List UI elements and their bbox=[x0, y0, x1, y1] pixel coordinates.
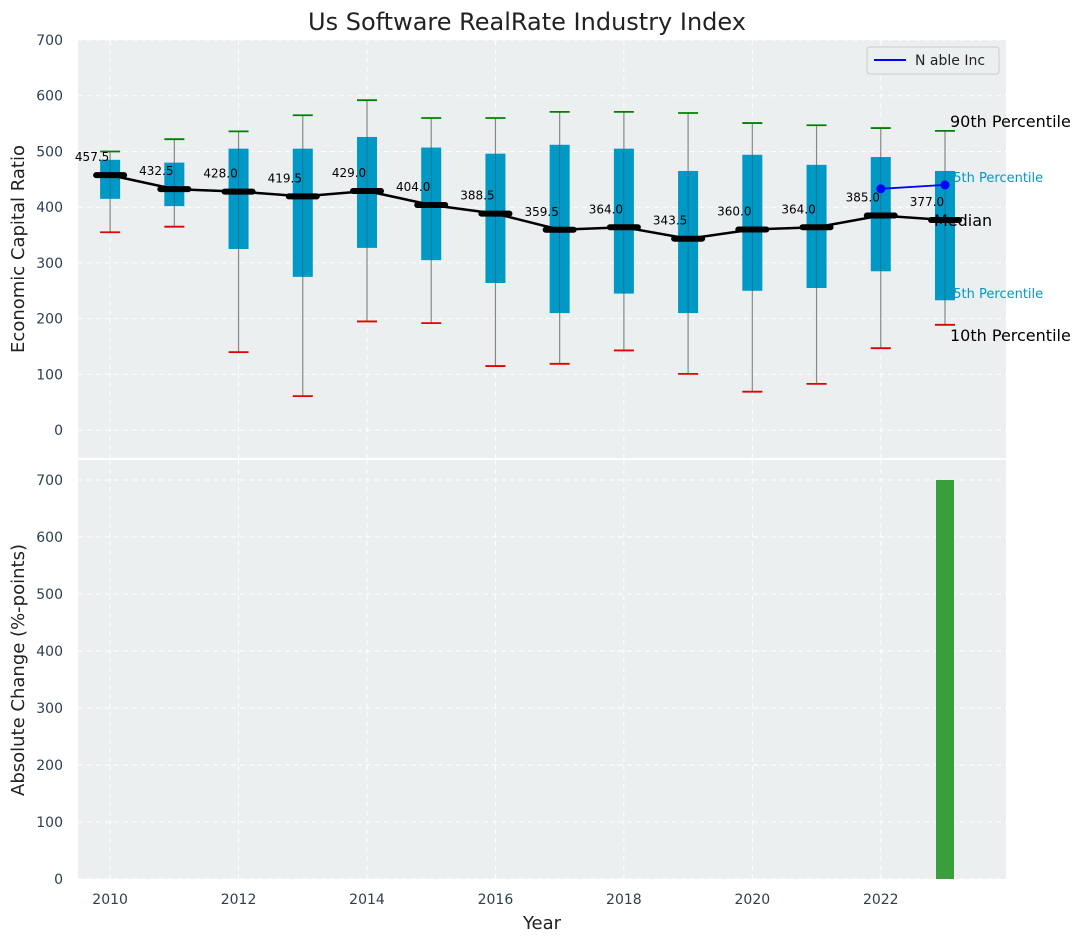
x-tick-label: 2014 bbox=[349, 892, 385, 908]
x-tick-label: 2016 bbox=[478, 892, 514, 908]
bottom-plot-area bbox=[78, 460, 1006, 879]
bottom-y-tick-label: 400 bbox=[36, 644, 63, 660]
median-line-group bbox=[93, 172, 962, 242]
bottom-y-tick-label: 300 bbox=[36, 701, 63, 717]
bottom-y-tick-label: 200 bbox=[36, 758, 63, 774]
bottom-y-ticks: 0 100 200 300 400 500 600 700 bbox=[36, 473, 63, 888]
legend-entry: N able Inc bbox=[915, 53, 985, 69]
x-tick-label: 2012 bbox=[221, 892, 257, 908]
p25-label: 25th Percentile bbox=[945, 287, 1043, 302]
bottom-y-tick-label: 100 bbox=[36, 815, 63, 831]
top-y-tick-label: 100 bbox=[36, 367, 63, 383]
legend: N able Inc bbox=[866, 46, 1000, 75]
top-y-ticks: 0 100 200 300 400 500 600 700 bbox=[36, 33, 63, 439]
p75-label: 75th Percentile bbox=[945, 171, 1043, 186]
x-ticks: 2010 2012 2014 2016 2018 2020 2022 bbox=[92, 892, 898, 908]
company-line bbox=[880, 184, 946, 190]
median-value-label: 364.0 bbox=[589, 202, 623, 216]
bottom-y-tick-label: 0 bbox=[54, 872, 63, 888]
median-value-label: 385.0 bbox=[846, 191, 880, 205]
x-tick-label: 2022 bbox=[863, 892, 899, 908]
chart-title: Us Software RealRate Industry Index bbox=[308, 8, 746, 36]
bottom-y-tick-label: 600 bbox=[36, 530, 63, 546]
median-value-label: 360.0 bbox=[717, 204, 751, 218]
company-series-group bbox=[876, 180, 950, 194]
median-value-label: 429.0 bbox=[332, 166, 366, 180]
median-value-label: 343.5 bbox=[653, 214, 687, 228]
x-tick-label: 2020 bbox=[735, 892, 771, 908]
median-value-label: 428.0 bbox=[203, 167, 237, 181]
bar-group bbox=[935, 479, 954, 879]
median-value-label: 359.5 bbox=[524, 205, 558, 219]
bottom-y-tick-label: 500 bbox=[36, 587, 63, 603]
top-y-tick-label: 0 bbox=[54, 423, 63, 439]
top-y-tick-label: 600 bbox=[36, 89, 63, 105]
median-value-label: 404.0 bbox=[396, 180, 430, 194]
median-label: Median bbox=[934, 211, 992, 230]
bar bbox=[935, 479, 954, 879]
median-value-label: 388.5 bbox=[460, 189, 494, 203]
median-value-label: 432.5 bbox=[139, 164, 173, 178]
median-value-label: 377.0 bbox=[910, 195, 944, 209]
top-plot-area bbox=[78, 40, 1006, 458]
x-tick-label: 2010 bbox=[92, 892, 128, 908]
company-point bbox=[876, 184, 886, 194]
x-axis-label: Year bbox=[522, 913, 562, 934]
company-point bbox=[940, 180, 950, 190]
top-y-tick-label: 400 bbox=[36, 200, 63, 216]
top-y-tick-label: 300 bbox=[36, 256, 63, 272]
x-tick-label: 2018 bbox=[606, 892, 642, 908]
p90-label: 90th Percentile bbox=[950, 112, 1071, 131]
top-y-tick-label: 700 bbox=[36, 33, 63, 49]
bottom-gridlines bbox=[78, 460, 1006, 880]
legend-box bbox=[866, 46, 1000, 75]
median-value-label: 457.5 bbox=[75, 150, 109, 164]
top-y-tick-label: 500 bbox=[36, 144, 63, 160]
top-y-tick-label: 200 bbox=[36, 312, 63, 328]
median-value-label: 419.5 bbox=[268, 171, 302, 185]
bottom-y-axis-label: Absolute Change (%-points) bbox=[8, 544, 29, 796]
median-value-label: 364.0 bbox=[781, 202, 815, 216]
median-labels-group: 457.5 432.5 428.0 419.5 429.0 404.0 388.5 359.5… bbox=[75, 150, 944, 228]
bottom-y-tick-label: 700 bbox=[36, 473, 63, 489]
p10-label: 10th Percentile bbox=[950, 326, 1071, 345]
top-y-axis-label: Economic Capital Ratio bbox=[8, 145, 29, 353]
